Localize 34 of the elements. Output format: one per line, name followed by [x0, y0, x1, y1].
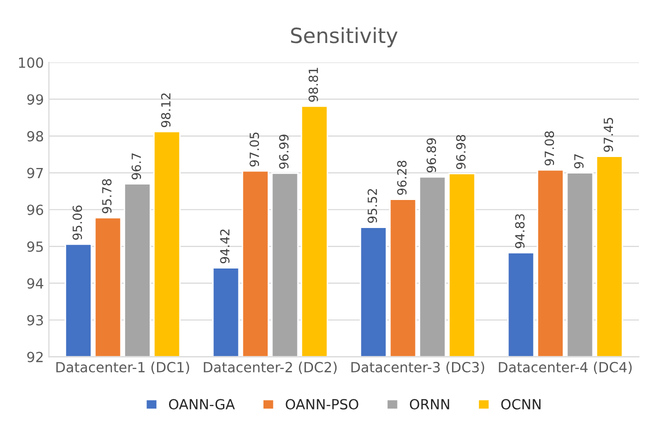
data-label: 94.83 — [515, 214, 525, 248]
data-label: 96.28 — [397, 160, 407, 195]
data-label: 94.42 — [220, 230, 230, 264]
y-tick-label: 96 — [27, 204, 44, 216]
data-label: 95.06 — [72, 206, 82, 240]
data-label: 96.7 — [132, 153, 142, 180]
chart-title: Sensitivity — [291, 27, 398, 48]
y-tick-label: 93 — [27, 314, 43, 326]
x-tick-label: Datacenter-4 (DC4) — [498, 362, 632, 374]
legend-label: OCNN — [501, 398, 540, 410]
data-label: 97 — [574, 154, 584, 168]
data-label: 95.52 — [368, 189, 378, 223]
y-tick-label: 98 — [27, 131, 44, 142]
x-tick-label: Datacenter-3 (DC3) — [351, 362, 484, 374]
data-label: 96.89 — [426, 138, 436, 172]
y-tick-label: 99 — [27, 94, 44, 105]
legend-label: OANN-GA — [169, 398, 235, 410]
y-tick-label: 92 — [27, 352, 43, 362]
legend-label: OANN-PSO — [286, 398, 358, 410]
legend-label: ORNN — [410, 398, 450, 410]
data-label: 95.78 — [102, 179, 112, 214]
data-label: 96.98 — [456, 134, 466, 170]
data-label: 97.45 — [604, 118, 614, 152]
y-tick-label: 94 — [27, 278, 44, 289]
data-label: 97.08 — [544, 131, 554, 166]
data-label: 97.05 — [250, 132, 260, 167]
data-label: 98.81 — [308, 68, 318, 102]
data-label: 96.99 — [279, 134, 289, 169]
x-tick-label: Datacenter-2 (DC2) — [204, 362, 337, 374]
data-label: 98.12 — [161, 93, 171, 128]
x-tick-label: Datacenter-1 (DC1) — [56, 362, 190, 374]
y-tick-label: 95 — [27, 241, 43, 252]
y-tick-label: 100 — [19, 57, 44, 68]
y-tick-label: 97 — [27, 168, 43, 178]
